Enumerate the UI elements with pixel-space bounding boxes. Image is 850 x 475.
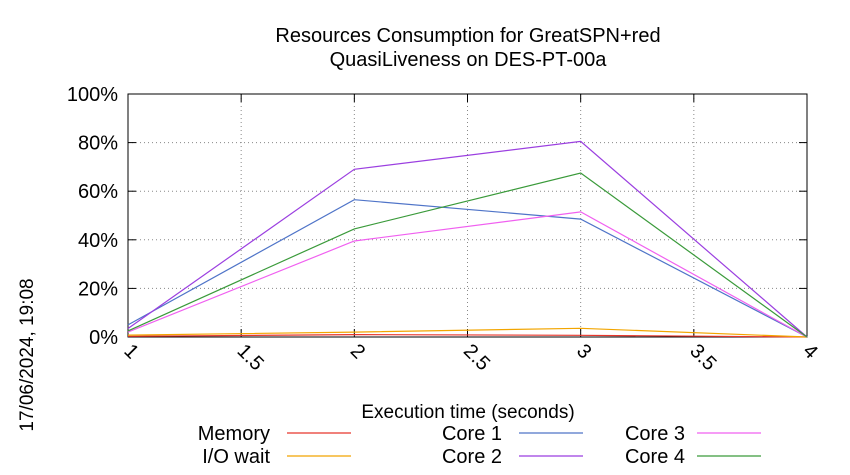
chart-subtitle: QuasiLiveness on DES-PT-00a xyxy=(330,49,608,71)
legend-label: I/O wait xyxy=(202,446,270,468)
series-line-i-o-wait xyxy=(127,327,808,338)
x-tick-label: 1.5 xyxy=(233,340,268,375)
series-line-memory xyxy=(127,333,808,338)
legend-label: Memory xyxy=(198,423,270,445)
side-timestamp: 17/06/2024, 19:08 xyxy=(17,278,38,431)
x-axis-label: Execution time (seconds) xyxy=(361,402,574,423)
legend-label: Core 3 xyxy=(625,423,685,445)
series-line-core-2 xyxy=(127,140,808,338)
grid xyxy=(128,94,807,337)
series-line-core-3 xyxy=(127,211,808,338)
series-line-core-1 xyxy=(127,199,808,338)
legend-label: Core 2 xyxy=(442,446,502,468)
chart-title: Resources Consumption for GreatSPN+red xyxy=(275,25,660,47)
y-tick-label: 60% xyxy=(78,181,118,203)
series-lines xyxy=(127,140,808,338)
y-tick-label: 40% xyxy=(78,230,118,252)
x-tick-label: 3 xyxy=(572,340,595,363)
x-tick-label: 2.5 xyxy=(459,340,494,375)
y-tick-label: 100% xyxy=(67,84,118,106)
x-tick-label: 4 xyxy=(798,340,821,363)
x-tick-label: 1 xyxy=(119,340,142,363)
legend-label: Core 1 xyxy=(442,423,502,445)
series-line-core-4 xyxy=(127,172,808,338)
y-tick-label: 0% xyxy=(89,327,118,349)
legend-label: Core 4 xyxy=(625,446,685,468)
y-tick-label: 20% xyxy=(78,278,118,300)
y-axis: 0% 20% 40% 60% 80% 100% xyxy=(67,84,807,349)
x-tick-label: 2 xyxy=(346,340,369,363)
y-tick-label: 80% xyxy=(78,133,118,155)
x-tick-label: 3.5 xyxy=(685,340,720,375)
